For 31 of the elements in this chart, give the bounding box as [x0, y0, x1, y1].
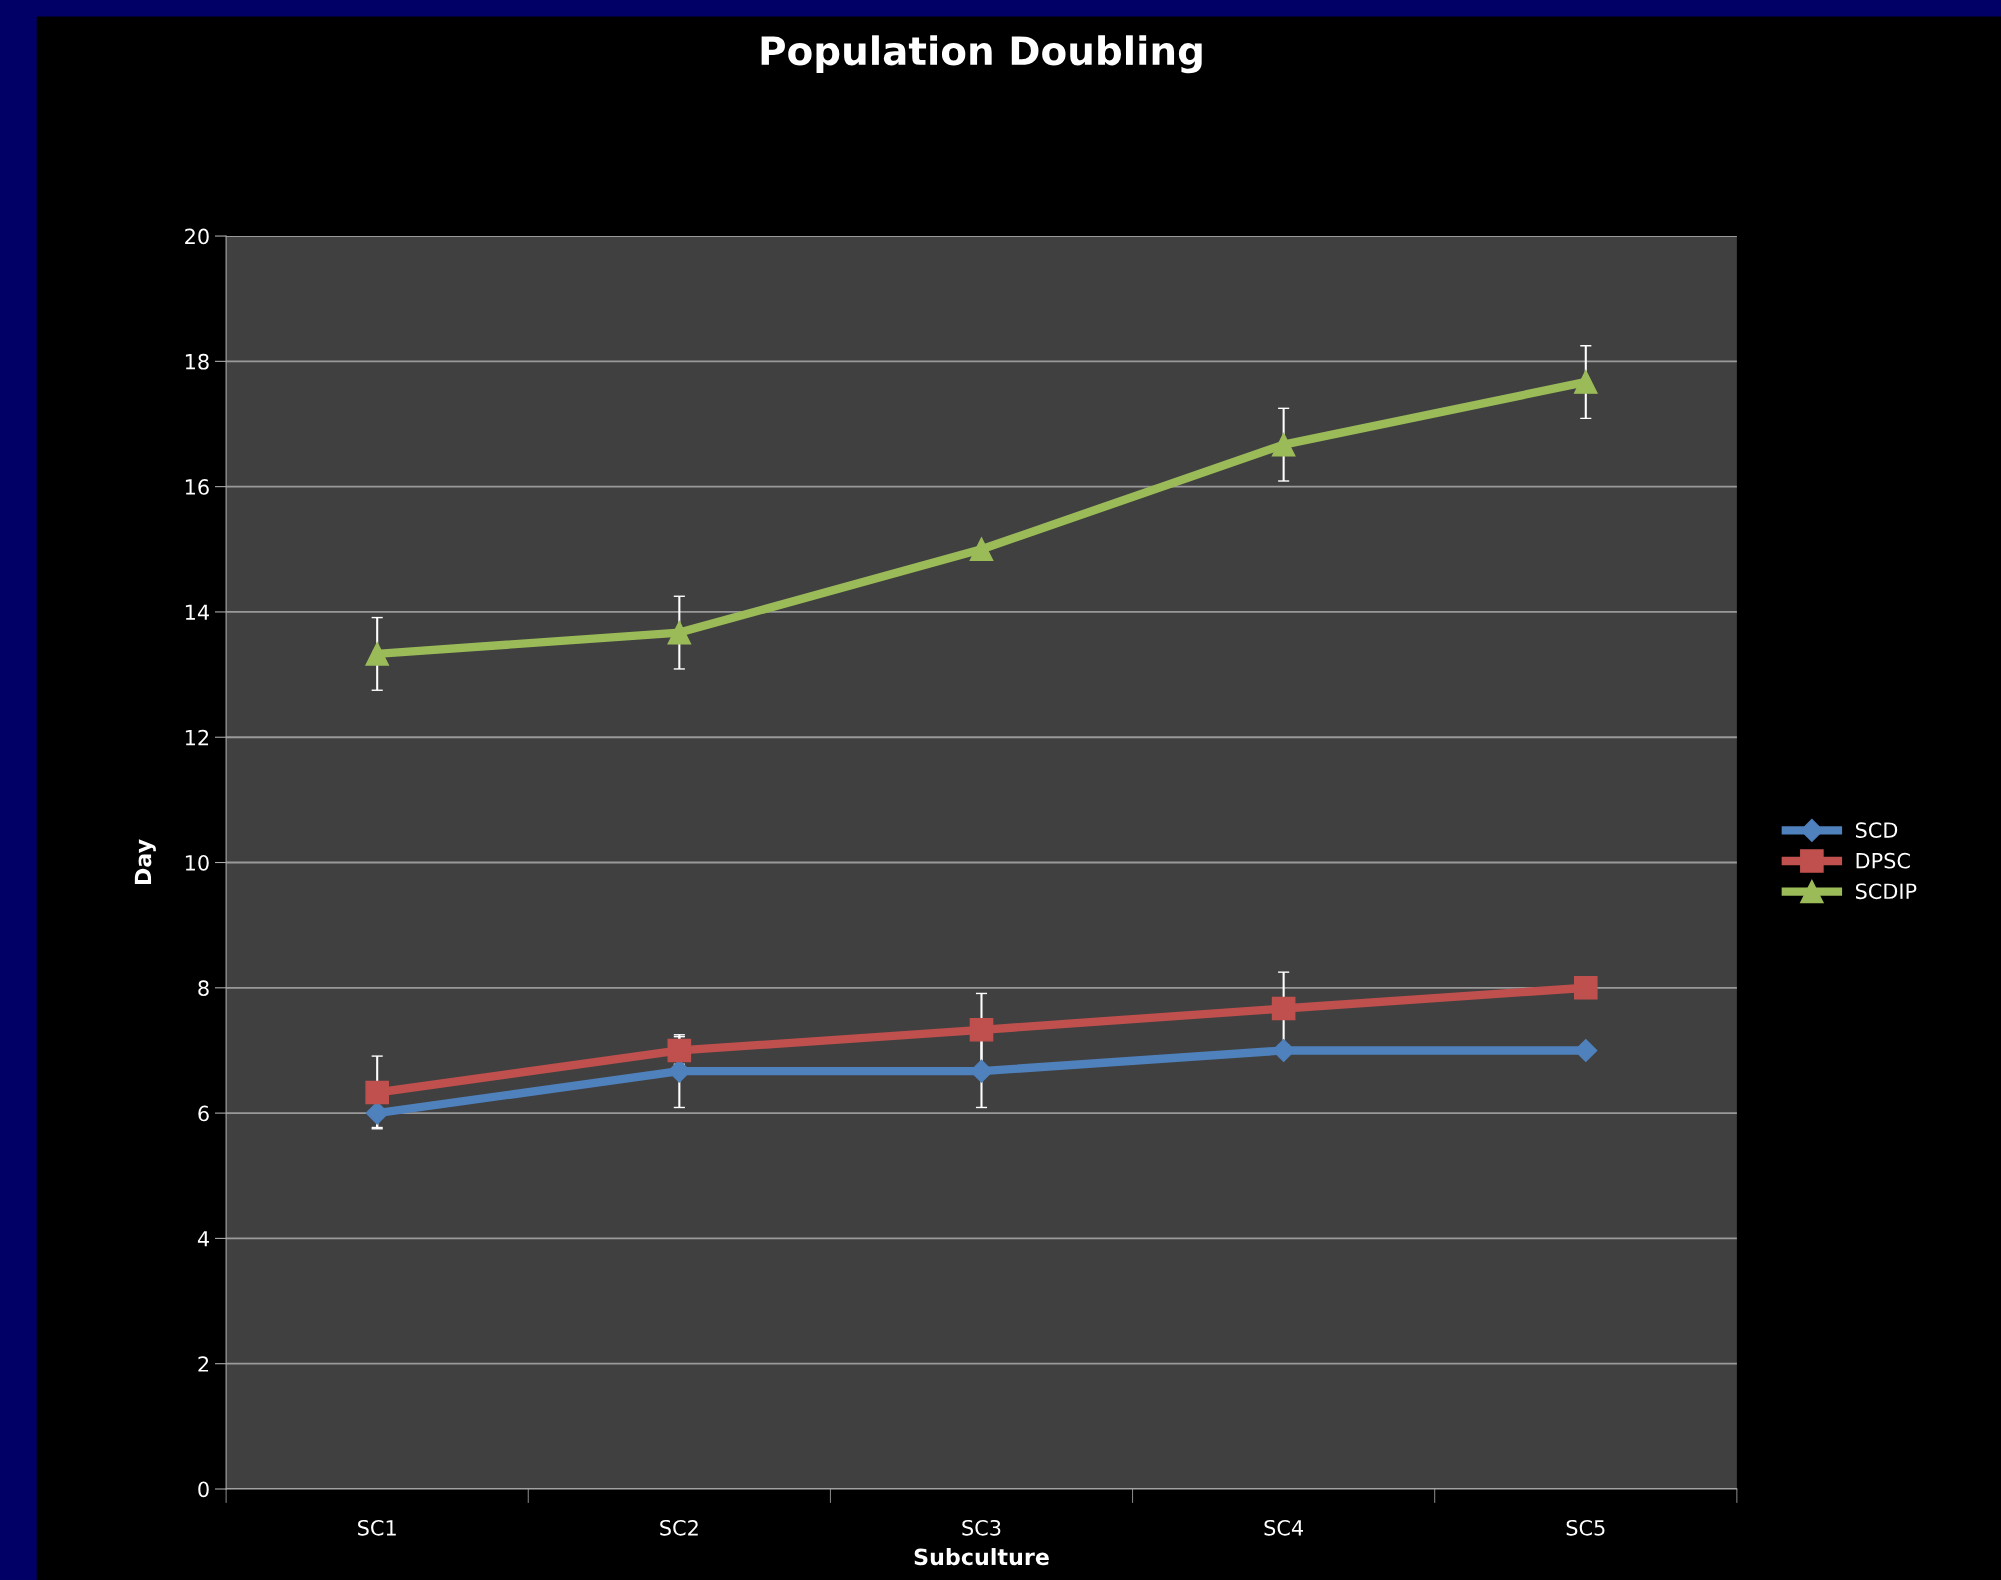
x-tick-label: SC1 [358, 1519, 396, 1536]
point [365, 1080, 389, 1105]
y-tick-label: 4 [197, 1231, 209, 1247]
point [365, 642, 389, 666]
legend-label: DPSC [1856, 852, 1910, 869]
x-tick-label: SC4 [1264, 1519, 1303, 1536]
x-axis-title: Subculture [914, 1548, 1049, 1566]
y-tick-label: 20 [185, 228, 209, 245]
y-axis-title: Day [134, 839, 156, 885]
legend-label: SCDIP [1855, 883, 1917, 900]
legend-label: SCD [1855, 822, 1898, 838]
y-tick-label: 6 [198, 1105, 209, 1122]
y-tick-label: 0 [198, 1481, 209, 1498]
y-tick-label: 2 [198, 1356, 209, 1372]
y-tick-label: 18 [185, 353, 209, 370]
x-tick-label: SC2 [660, 1519, 698, 1536]
y-tick-label: 8 [198, 980, 209, 997]
point [969, 537, 994, 562]
point [1573, 370, 1598, 394]
y-tick-label: 10 [185, 854, 209, 871]
y-tick-label: 14 [185, 604, 209, 620]
x-tick-label: SC5 [1566, 1519, 1605, 1536]
point [1573, 976, 1598, 1000]
chart-title: Population Doubling [761, 35, 1202, 74]
point [1271, 432, 1296, 457]
point [969, 1017, 994, 1042]
y-tick-label: 12 [185, 729, 209, 746]
y-tick-label: 16 [185, 479, 209, 495]
point [1271, 996, 1296, 1021]
x-tick-label: SC3 [962, 1519, 1001, 1536]
point [667, 620, 692, 645]
